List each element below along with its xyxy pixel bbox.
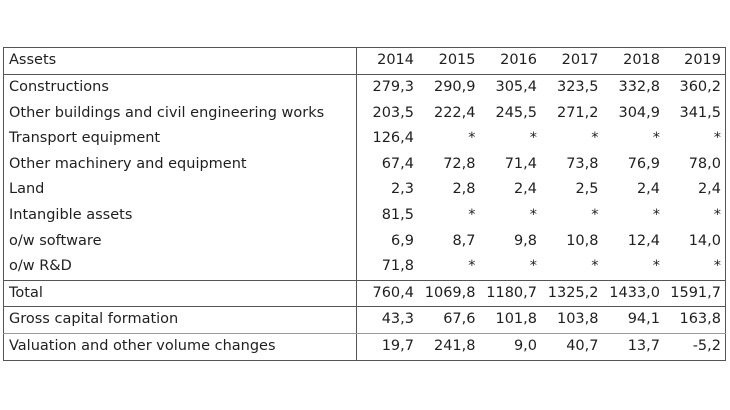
table-row: Gross capital formation 43,3 67,6 101,8 …: [3, 306, 726, 334]
table-row: Other machinery and equipment 67,4 72,8 …: [3, 151, 726, 178]
cell: *: [468, 206, 476, 223]
row-label: Intangible assets: [3, 202, 357, 229]
cell: *: [591, 258, 599, 275]
cell: 305,4: [495, 79, 537, 95]
cell: 40,7: [541, 333, 603, 361]
cell: *: [591, 206, 599, 223]
row-label: o/w software: [3, 228, 357, 255]
cell: 101,8: [479, 306, 541, 334]
cell: *: [468, 130, 476, 147]
table-row: o/w software 6,9 8,7 9,8 10,8 12,4 14,0: [3, 228, 726, 255]
cell: 9,8: [513, 232, 537, 249]
cell: *: [652, 258, 660, 275]
cell: 2,3: [390, 181, 414, 198]
cell: *: [664, 202, 726, 229]
header-year: 2017: [541, 47, 603, 75]
cell: 222,4: [433, 104, 476, 121]
row-label: Land: [3, 177, 357, 203]
header-year: 2014: [356, 47, 418, 75]
cell: *: [591, 130, 599, 147]
cell: *: [664, 126, 726, 152]
cell: *: [529, 206, 537, 223]
table-row: Transport equipment 126,4 * * * * *: [3, 126, 726, 152]
total-cell: 1069,8: [418, 279, 480, 308]
cell: 2,4: [513, 181, 537, 198]
header-year: 2016: [479, 47, 541, 75]
table-row: Other buildings and civil engineering wo…: [3, 100, 726, 127]
total-cell: 1433,0: [602, 279, 664, 308]
cell: 2,4: [664, 177, 726, 203]
cell: 43,3: [356, 306, 418, 334]
table-row: o/w R&D 71,8 * * * * *: [3, 254, 726, 281]
cell: 71,4: [504, 155, 537, 172]
cell: 241,8: [418, 333, 480, 361]
total-label: Total: [3, 279, 357, 308]
cell: 290,9: [433, 79, 476, 95]
cell: 2,5: [575, 181, 599, 198]
cell: *: [529, 258, 537, 275]
total-row: Total 760,4 1069,8 1180,7 1325,2 1433,0 …: [3, 279, 726, 308]
cell: 279,3: [372, 79, 414, 95]
total-cell: 1180,7: [479, 279, 541, 308]
cell: 67,6: [418, 306, 480, 334]
cell: 103,8: [541, 306, 603, 334]
cell: 126,4: [372, 130, 414, 147]
row-label: o/w R&D: [3, 254, 357, 281]
cell: 304,9: [618, 104, 660, 121]
cell: 6,9: [390, 232, 414, 249]
cell: *: [529, 130, 537, 147]
cell: 341,5: [664, 100, 726, 127]
cell: *: [664, 254, 726, 281]
cell: 8,7: [452, 232, 476, 249]
total-cell: 760,4: [356, 279, 418, 308]
cell: 10,8: [566, 232, 599, 249]
cell: -5,2: [664, 333, 726, 361]
cell: 14,0: [664, 228, 726, 255]
header-year: 2019: [664, 47, 726, 75]
cell: 12,4: [627, 232, 660, 249]
cell: 78,0: [664, 151, 726, 178]
row-label: Other buildings and civil engineering wo…: [3, 100, 357, 127]
table-row: Constructions 279,3 290,9 305,4 323,5 33…: [3, 74, 726, 101]
cell: 163,8: [664, 306, 726, 334]
cell: *: [652, 130, 660, 147]
cell: 271,2: [556, 104, 599, 121]
cell: 71,8: [381, 258, 414, 275]
cell: 67,4: [381, 155, 414, 172]
row-label: Valuation and other volume changes: [3, 333, 357, 361]
table-row: Valuation and other volume changes 19,7 …: [3, 333, 726, 361]
table-row: Land 2,3 2,8 2,4 2,5 2,4 2,4: [3, 177, 726, 203]
cell: 2,8: [452, 181, 476, 198]
row-label: Gross capital formation: [3, 306, 357, 334]
cell: 9,0: [479, 333, 541, 361]
cell: 13,7: [602, 333, 664, 361]
cell: 2,4: [636, 181, 660, 198]
cell: *: [468, 258, 476, 275]
cell: 76,9: [627, 155, 660, 172]
cell: 245,5: [495, 104, 537, 121]
cell: 203,5: [372, 104, 414, 121]
cell: 73,8: [566, 155, 599, 172]
total-cell: 1325,2: [541, 279, 603, 308]
cell: 323,5: [556, 79, 599, 95]
cell: 72,8: [443, 155, 476, 172]
row-label: Other machinery and equipment: [3, 151, 357, 178]
header-row: Assets 2014 2015 2016 2017 2018 2019: [3, 47, 726, 75]
header-year: 2015: [418, 47, 480, 75]
row-label: Constructions: [3, 74, 357, 101]
cell: *: [652, 206, 660, 223]
header-assets: Assets: [3, 47, 357, 75]
cell: 94,1: [602, 306, 664, 334]
cell: 81,5: [381, 206, 414, 223]
assets-table: Assets 2014 2015 2016 2017 2018 2019 Con…: [3, 47, 726, 361]
cell: 19,7: [356, 333, 418, 361]
table-row: Intangible assets 81,5 * * * * *: [3, 202, 726, 229]
header-year: 2018: [602, 47, 664, 75]
cell: 360,2: [664, 74, 726, 101]
cell: 332,8: [618, 79, 660, 95]
row-label: Transport equipment: [3, 126, 357, 152]
total-cell: 1591,7: [664, 279, 726, 308]
